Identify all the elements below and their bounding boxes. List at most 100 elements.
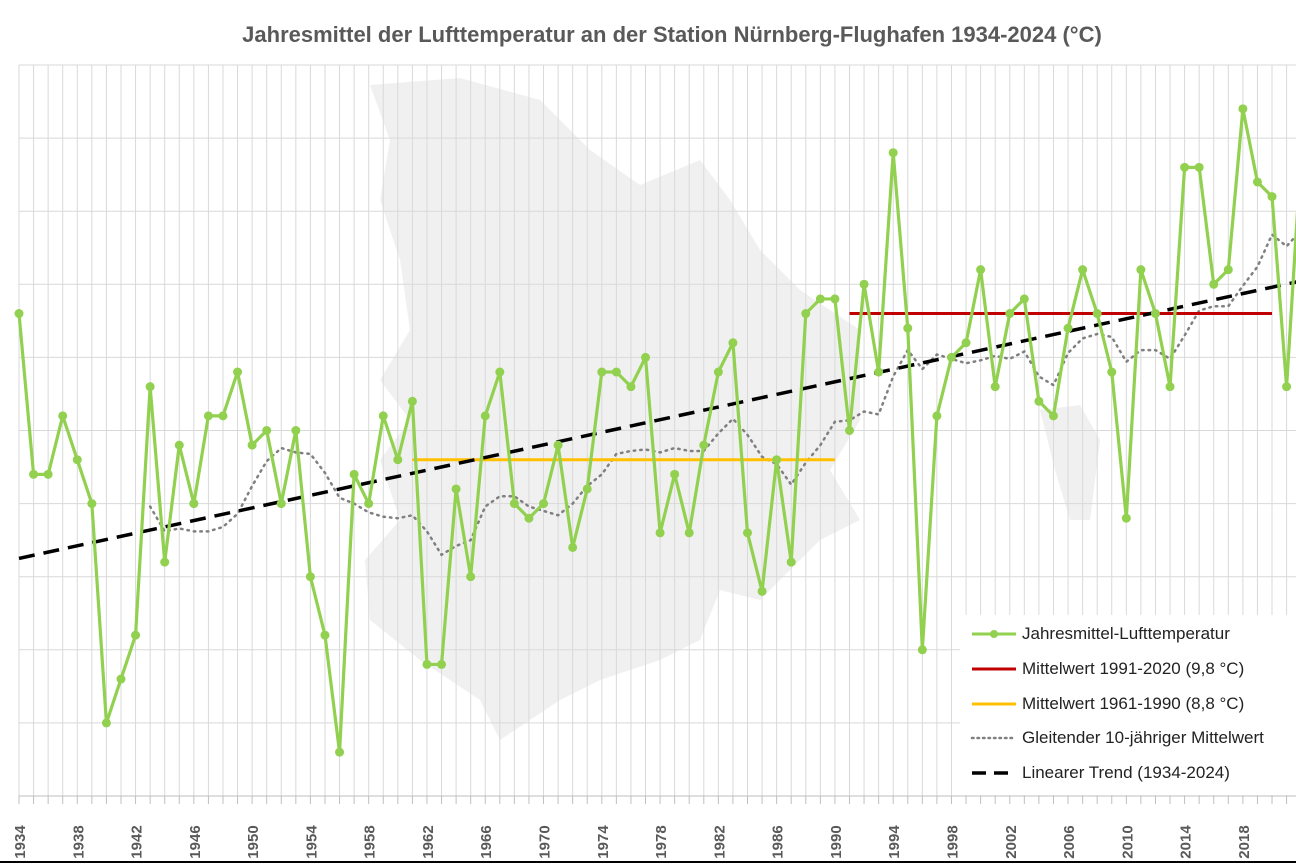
annual-temperature-point: [976, 265, 986, 275]
annual-temperature-point: [1238, 104, 1248, 114]
annual-temperature-point: [189, 499, 199, 509]
annual-temperature-point: [699, 440, 709, 450]
annual-temperature-point: [1121, 513, 1131, 523]
annual-temperature-point: [320, 630, 330, 640]
annual-temperature-point: [553, 440, 563, 450]
annual-temperature-point: [946, 352, 956, 362]
annual-temperature-point: [990, 382, 1000, 392]
annual-temperature-point: [495, 367, 505, 377]
annual-temperature-point: [335, 747, 345, 757]
annual-temperature-point: [830, 294, 840, 304]
legend-swatch-mean-1961-1990: [972, 702, 1016, 706]
annual-temperature-point: [961, 338, 971, 348]
annual-temperature-point: [626, 382, 636, 392]
annual-temperature-point: [203, 411, 213, 421]
legend-swatch-moving-average: [970, 736, 1018, 740]
annual-temperature-point: [757, 586, 767, 596]
annual-temperature-point: [364, 499, 374, 509]
annual-temperature-point: [101, 718, 111, 728]
annual-temperature-point: [1092, 309, 1102, 319]
x-tick-label: 1994: [886, 825, 903, 859]
legend-item-mean-1991-2020: Mittelwert 1991-2020 (9,8 °C): [970, 654, 1244, 684]
annual-temperature-point: [43, 469, 53, 479]
annual-temperature-point: [539, 499, 549, 509]
annual-temperature-point: [262, 426, 272, 435]
annual-temperature-point: [451, 484, 461, 494]
annual-temperature-point: [291, 426, 301, 435]
annual-temperature-point: [1267, 192, 1277, 202]
annual-temperature-point: [1019, 294, 1029, 304]
x-tick-label: 1946: [187, 825, 204, 858]
legend-swatch-linear-trend: [972, 771, 1016, 775]
x-tick-label: 1986: [770, 825, 787, 858]
annual-temperature-point: [466, 572, 476, 582]
annual-temperature-point: [1252, 177, 1262, 187]
annual-temperature-point: [1034, 396, 1044, 406]
annual-temperature-point: [1282, 382, 1292, 392]
annual-temperature-point: [509, 499, 519, 509]
annual-temperature-point: [87, 499, 97, 509]
legend-item-linear-trend: Linearer Trend (1934-2024): [970, 758, 1230, 788]
legend-item-moving-average: Gleitender 10-jähriger Mittelwert: [970, 723, 1264, 753]
annual-temperature-point: [1223, 265, 1233, 275]
legend-label-linear-trend: Linearer Trend (1934-2024): [1022, 763, 1230, 782]
annual-temperature-point: [655, 528, 665, 538]
annual-temperature-point: [670, 469, 680, 479]
annual-temperature-point: [874, 367, 884, 377]
background-map-silhouette: [1040, 405, 1100, 520]
annual-temperature-point: [145, 382, 155, 392]
x-tick-label: 2022: [1294, 825, 1296, 858]
x-tick-label: 1950: [245, 825, 262, 858]
annual-temperature-point: [29, 469, 39, 479]
x-tick-label: 2010: [1119, 825, 1136, 858]
annual-temperature-point: [1165, 382, 1175, 392]
annual-temperature-point: [743, 528, 752, 538]
annual-temperature-point: [160, 557, 170, 567]
annual-temperature-point: [14, 309, 24, 319]
annual-temperature-point: [1048, 411, 1058, 421]
x-tick-label: 1998: [944, 825, 961, 858]
annual-temperature-point: [597, 367, 607, 377]
x-tick-label: 2014: [1178, 825, 1195, 859]
annual-temperature-point: [1136, 265, 1146, 275]
moving-average-line: [148, 232, 1296, 557]
legend-label-mean-1991-2020: Mittelwert 1991-2020 (9,8 °C): [1022, 659, 1245, 678]
annual-temperature-point: [1209, 279, 1219, 289]
annual-temperature-point: [801, 309, 811, 319]
annual-temperature-point: [72, 455, 82, 465]
annual-temperature-point: [407, 396, 417, 406]
annual-temperature-point: [218, 411, 228, 421]
annual-temperature-point: [378, 411, 388, 421]
annual-temperature-point: [1063, 323, 1073, 333]
x-tick-label: 1982: [711, 825, 728, 858]
annual-temperature-point: [524, 513, 534, 523]
x-tick-label: 1938: [70, 825, 87, 858]
annual-temperature-point: [305, 572, 315, 582]
annual-temperature-point: [844, 426, 854, 435]
x-tick-label: 2002: [1003, 825, 1020, 858]
x-tick-label: 2018: [1236, 825, 1253, 858]
annual-temperature-point: [1107, 367, 1117, 377]
x-tick-labels: 1934 1938 1942 1946 1950 1954 1958 1962 1966 1970…: [12, 825, 1296, 859]
annual-temperature-point: [437, 659, 447, 669]
annual-temperature-point: [174, 440, 184, 450]
chart-title: Jahresmittel der Lufttemperatur an der S…: [242, 22, 1102, 47]
legend-swatch-annual: [972, 630, 1016, 638]
x-tick-label: 1958: [362, 825, 379, 858]
annual-temperature-point: [917, 645, 927, 655]
background-map-silhouette: [365, 78, 860, 740]
x-tick-label: 1978: [653, 825, 670, 858]
annual-temperature-point: [713, 367, 723, 377]
annual-temperature-point: [276, 499, 286, 509]
annual-temperature-point: [58, 411, 68, 421]
x-tick-label: 1942: [129, 825, 146, 858]
x-tick-label: 1970: [537, 825, 554, 858]
annual-temperature-point: [641, 352, 651, 362]
legend-item-annual: Jahresmittel-Lufttemperatur: [970, 619, 1230, 649]
annual-temperature-point: [903, 323, 913, 333]
legend-label-moving-average: Gleitender 10-jähriger Mittelwert: [1022, 728, 1264, 747]
x-tick-label: 1974: [595, 825, 612, 859]
x-tick-label: 1966: [478, 825, 495, 858]
legend-swatch-mean-1991-2020: [972, 667, 1016, 671]
annual-temperature-point: [349, 469, 359, 479]
